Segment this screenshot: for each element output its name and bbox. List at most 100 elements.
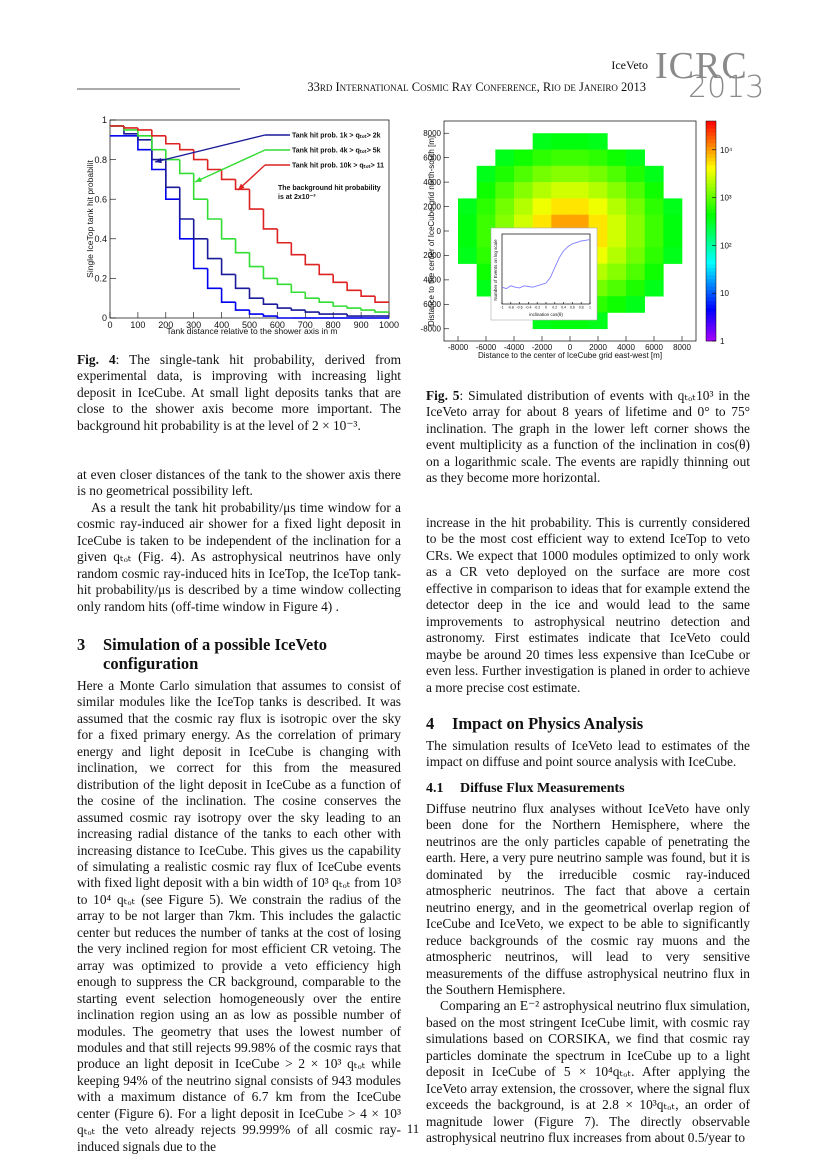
cell	[644, 165, 664, 183]
page-number: 11	[406, 1121, 420, 1136]
section-heading: 4 Impact on Physics Analysis	[426, 714, 750, 733]
colorbar-slice	[706, 333, 716, 338]
caption-text: : The single-tank hit probability, deriv…	[77, 352, 401, 433]
cell	[626, 165, 645, 183]
cell	[551, 214, 571, 232]
step	[178, 159, 194, 175]
step	[290, 308, 306, 311]
cell	[570, 182, 589, 199]
colorbar-slice	[706, 183, 716, 188]
x-tick-label: -0.8	[508, 306, 514, 310]
colorbar-slice	[706, 198, 716, 202]
colorbar-slice	[706, 179, 716, 184]
cell	[532, 165, 552, 183]
colorbar-slice	[706, 121, 716, 125]
colorbar-slice	[706, 308, 716, 312]
step	[290, 284, 306, 294]
step	[276, 304, 292, 309]
x-tick-label: 0	[545, 306, 547, 310]
step	[234, 274, 250, 290]
step	[276, 278, 292, 286]
x-tick-label: 500	[242, 320, 257, 330]
legend-arrow	[154, 134, 266, 163]
colorbar-slice	[706, 212, 716, 217]
cell	[551, 165, 571, 183]
y-tick-label: 4000	[423, 276, 441, 285]
step	[318, 264, 334, 276]
x-tick-label: 700	[298, 320, 313, 330]
cell	[458, 231, 477, 248]
cell	[514, 214, 533, 232]
step	[192, 238, 208, 270]
caption-text: : Simulated distribution of events with …	[426, 388, 750, 486]
cell	[588, 165, 608, 183]
step	[346, 306, 362, 309]
x-tick-label: 600	[270, 320, 285, 330]
x-tick-label: -8000	[448, 343, 469, 352]
colorbar-slice	[706, 150, 716, 155]
cell	[663, 247, 683, 264]
step	[332, 274, 348, 284]
x-tick-label: 1000	[379, 320, 399, 330]
cell	[570, 214, 589, 232]
cell	[495, 165, 515, 183]
annotation: is at 2x10⁻³	[278, 194, 316, 201]
cell	[476, 198, 496, 216]
x-tick-label: -2000	[532, 343, 553, 352]
cell	[476, 214, 496, 232]
step	[137, 135, 152, 151]
step	[137, 127, 152, 131]
cell	[532, 182, 552, 199]
colorbar-slice	[706, 300, 716, 305]
step	[234, 238, 250, 254]
step	[248, 252, 264, 268]
x-tick-label: 4000	[617, 343, 635, 352]
colorbar-slice	[706, 267, 716, 272]
y-axis-label: Distance to the center of IceCube grid n…	[427, 136, 436, 326]
step	[123, 125, 138, 129]
legend-label: Tank hit prob. 4k > qₜₒₜ> 5k	[292, 148, 381, 155]
running-title: IceVeto	[611, 58, 648, 72]
step	[304, 310, 320, 313]
y-tick-label: -8000	[421, 325, 442, 334]
cell	[663, 214, 683, 232]
cell	[607, 149, 627, 167]
logo: ICRC	[655, 45, 748, 87]
y-tick-label: 6000	[423, 300, 441, 309]
text-block: increase in the hit probability. This is…	[426, 515, 750, 696]
caption: Fig. 5: Simulated distribution of events…	[426, 388, 750, 487]
y-tick-label: 0.6	[94, 194, 107, 204]
inset-frame	[490, 227, 598, 321]
cell	[644, 214, 664, 232]
paragraph: The simulation results of IceVeto lead t…	[426, 738, 750, 770]
cell	[607, 165, 627, 183]
paragraph: at even closer distances of the tank to …	[77, 467, 401, 499]
cell	[495, 182, 515, 199]
cell	[626, 231, 645, 248]
step	[262, 266, 278, 280]
step	[151, 129, 166, 137]
colorbar-slice	[706, 322, 716, 327]
y-axis-label: Number of Events on log scale	[493, 239, 498, 301]
cell	[626, 149, 645, 167]
cell	[495, 214, 515, 232]
colorbar-slice	[706, 176, 716, 180]
colorbar-slice	[706, 172, 716, 177]
colorbar-slice	[706, 165, 716, 169]
colorbar-slice	[706, 264, 716, 268]
cell	[626, 279, 645, 297]
cell	[570, 198, 589, 216]
cell	[514, 149, 533, 167]
y-tick-label: 2000	[423, 251, 441, 260]
cell	[514, 182, 533, 199]
cell	[476, 165, 496, 183]
arrow-head	[155, 157, 162, 164]
x-tick-label: 6000	[645, 343, 663, 352]
cell	[551, 198, 571, 216]
x-tick-label: 2000	[589, 343, 607, 352]
cell	[607, 263, 627, 281]
colorbar-slice	[706, 242, 716, 246]
step	[220, 219, 236, 240]
cell	[570, 165, 589, 183]
